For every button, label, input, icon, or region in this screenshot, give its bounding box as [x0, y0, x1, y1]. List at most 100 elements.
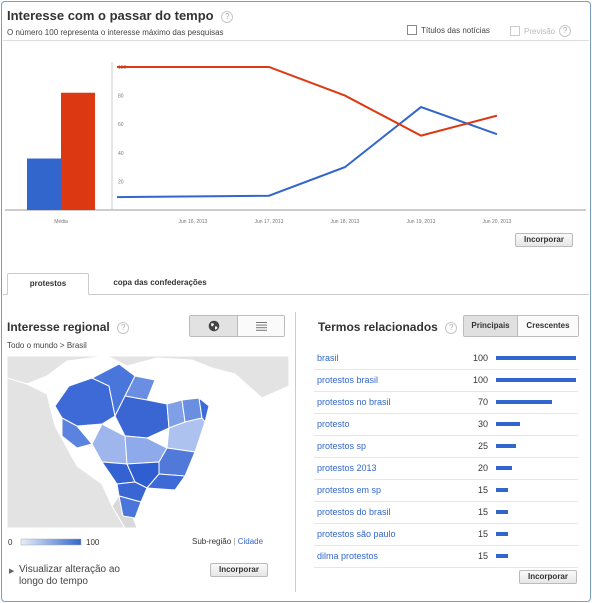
term-value-bar [496, 400, 552, 404]
term-link[interactable]: protestos no brasil [317, 397, 391, 407]
average-label: Média [54, 219, 68, 225]
term-value-bar [496, 554, 508, 558]
table-row[interactable]: protesto 30 [314, 414, 578, 436]
table-row[interactable]: protestos brasil 100 [314, 370, 578, 392]
term-link[interactable]: protestos 2013 [317, 463, 377, 473]
term-value-bar [496, 488, 508, 492]
term-value: 15 [477, 529, 488, 539]
legend-max: 100 [86, 538, 100, 547]
related-terms-title: Termos relacionados ? [318, 320, 458, 334]
map-view-button[interactable] [190, 316, 238, 336]
term-value: 15 [477, 551, 488, 561]
term-link[interactable]: protestos do brasil [317, 507, 391, 517]
y-tick-label: 20 [118, 179, 124, 185]
change-over-time-link[interactable]: ▶ Visualizar alteração ao longo do tempo [9, 564, 136, 588]
news-titles-toggle[interactable]: Títulos das notícias [407, 25, 490, 35]
table-row[interactable]: protestos em sp 15 [314, 480, 578, 502]
table-row[interactable]: protestos 2013 20 [314, 458, 578, 480]
term-value: 100 [472, 353, 488, 363]
regional-title: Interesse regional ? [7, 320, 130, 334]
y-tick-label: 40 [118, 151, 124, 157]
tab-copa-das-confederacoes[interactable]: copa das confederações [113, 278, 207, 287]
triangle-right-icon: ▶ [9, 568, 15, 575]
tab-protestos[interactable]: protestos [7, 273, 89, 295]
regional-title-text: Interesse regional [7, 320, 110, 334]
term-link[interactable]: protestos em sp [317, 485, 382, 495]
x-tick-label: Jun 17, 2013 [255, 219, 284, 225]
panel-divider [295, 312, 296, 592]
table-row[interactable]: dilma protestos 15 [314, 546, 578, 568]
term-value: 25 [477, 441, 488, 451]
table-row[interactable]: protestos no brasil 70 [314, 392, 578, 414]
news-titles-label: Títulos das notícias [421, 25, 490, 35]
list-icon [255, 321, 267, 331]
y-tick-label: 80 [118, 94, 124, 100]
regional-help-icon[interactable]: ? [117, 321, 130, 334]
map-legend-bar [20, 538, 82, 546]
term-link[interactable]: protestos sp [317, 441, 367, 451]
term-link[interactable]: protesto [317, 419, 350, 429]
separator: | [233, 537, 236, 546]
subregion-link[interactable]: Sub-região [192, 537, 232, 546]
term-value-bar [496, 532, 508, 536]
term-value: 30 [477, 419, 488, 429]
brazil-map[interactable] [7, 356, 289, 528]
average-bar [27, 158, 61, 210]
x-tick-label: Jun 18, 2013 [331, 219, 360, 225]
term-value-bar [496, 444, 516, 448]
tab-rising-terms[interactable]: Crescentes [518, 316, 578, 336]
list-view-button[interactable] [238, 316, 284, 336]
term-link[interactable]: protestos são paulo [317, 529, 396, 539]
term-value: 20 [477, 463, 488, 473]
table-row[interactable]: brasil 100 [314, 348, 578, 370]
table-row[interactable]: protestos sp 25 [314, 436, 578, 458]
average-bar [61, 92, 95, 210]
region-rio-grande-sul [118, 495, 142, 519]
term-value-bar [496, 422, 520, 426]
regional-breadcrumb: Todo o mundo > Brasil [7, 341, 87, 350]
table-row[interactable]: protestos são paulo 15 [314, 524, 578, 546]
series-line-protestos [116, 105, 498, 199]
term-value-bar [496, 510, 508, 514]
tab-top-terms[interactable]: Principais [464, 316, 518, 336]
term-value: 15 [477, 507, 488, 517]
x-tick-label: Jun 19, 2013 [407, 219, 436, 225]
change-over-time-label: Visualizar alteração ao longo do tempo [19, 564, 120, 587]
related-terms-title-text: Termos relacionados [318, 320, 438, 334]
region-rio [145, 473, 186, 491]
embed-related-terms-button[interactable]: Incorporar [519, 570, 577, 584]
term-link[interactable]: protestos brasil [317, 375, 379, 385]
subregion-city-switch: Sub-região | Cidade [192, 537, 263, 546]
term-value-bar [496, 466, 512, 470]
neighbor-north-shape [7, 356, 289, 399]
forecast-label: Previsão [524, 26, 556, 36]
term-value: 100 [472, 375, 488, 385]
related-help-icon[interactable]: ? [445, 321, 458, 334]
x-tick-label: Jun 16, 2013 [179, 219, 208, 225]
term-value-bar [496, 378, 576, 382]
interest-over-time-title: Interesse com o passar do tempo ? [7, 8, 234, 23]
table-row[interactable]: protestos do brasil 15 [314, 502, 578, 524]
term-value-bar [496, 356, 576, 360]
help-icon[interactable]: ? [221, 10, 234, 23]
legend-min: 0 [8, 538, 13, 547]
term-link[interactable]: brasil [317, 353, 339, 363]
tabs-bar-line [3, 294, 589, 295]
forecast-toggle[interactable]: Previsão ? [510, 25, 572, 37]
embed-map-button[interactable]: Incorporar [210, 563, 268, 577]
term-link[interactable]: dilma protestos [317, 551, 379, 561]
neighbor-west-shape [7, 377, 126, 528]
city-link[interactable]: Cidade [237, 537, 264, 546]
region-rondonia [61, 417, 93, 449]
forecast-help-icon[interactable]: ? [559, 25, 572, 37]
embed-chart-button[interactable]: Incorporar [515, 233, 573, 247]
region-para [114, 395, 170, 439]
chart-top-divider [3, 40, 589, 41]
news-titles-checkbox[interactable] [407, 25, 417, 35]
interest-subtitle: O número 100 representa o interesse máxi… [7, 28, 224, 37]
globe-icon [208, 320, 219, 332]
forecast-checkbox[interactable] [510, 26, 520, 36]
view-toggle [189, 315, 285, 337]
term-value: 70 [477, 397, 488, 407]
